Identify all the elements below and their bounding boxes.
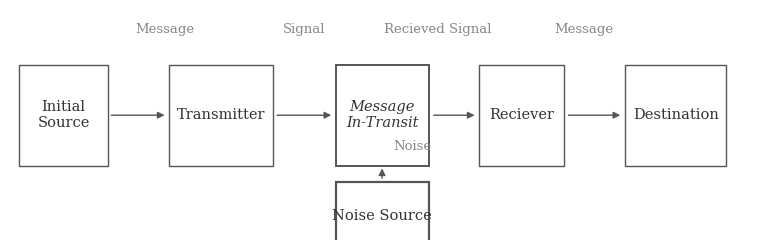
FancyBboxPatch shape xyxy=(168,65,273,166)
Text: Reciever: Reciever xyxy=(489,108,554,122)
Text: Message: Message xyxy=(136,24,195,36)
Text: Initial
Source: Initial Source xyxy=(37,100,90,130)
Text: Transmitter: Transmitter xyxy=(177,108,265,122)
Text: Signal: Signal xyxy=(284,24,326,36)
Text: Noise: Noise xyxy=(394,140,432,153)
Text: Message: Message xyxy=(554,24,613,36)
Text: Noise Source: Noise Source xyxy=(332,209,432,223)
FancyBboxPatch shape xyxy=(625,65,726,166)
Text: Message
In-Transit: Message In-Transit xyxy=(346,100,419,130)
FancyBboxPatch shape xyxy=(479,65,564,166)
Text: Destination: Destination xyxy=(633,108,718,122)
Text: Recieved Signal: Recieved Signal xyxy=(384,24,491,36)
FancyBboxPatch shape xyxy=(19,65,109,166)
FancyBboxPatch shape xyxy=(336,65,429,166)
FancyBboxPatch shape xyxy=(336,182,429,240)
